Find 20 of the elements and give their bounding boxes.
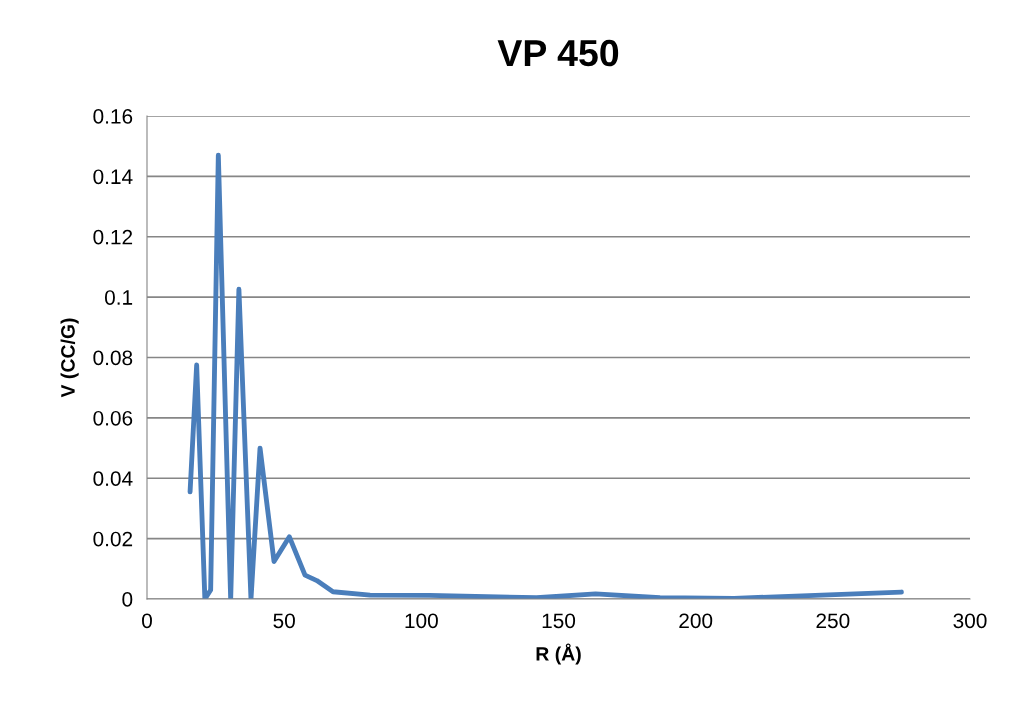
y-tick-label: 0.04 xyxy=(93,471,133,486)
x-tick-label: 50 xyxy=(273,613,295,629)
x-tick-label: 250 xyxy=(816,613,850,629)
chart-title: VP 450 xyxy=(497,39,619,67)
x-tick-label: 0 xyxy=(142,613,152,629)
y-tick-label: 0.02 xyxy=(93,531,133,547)
y-tick-label: 0.06 xyxy=(93,410,133,426)
line-series xyxy=(187,152,904,599)
y-tick-label: 0.16 xyxy=(93,109,133,124)
x-tick-label: 300 xyxy=(953,613,987,629)
x-tick-label: 150 xyxy=(542,613,576,629)
x-tick-label: 100 xyxy=(405,613,438,629)
y-tick-label: 0.1 xyxy=(104,290,133,305)
y-tick-label: 0.08 xyxy=(93,350,133,366)
x-axis-title: R (Å) xyxy=(536,643,581,665)
x-tick-label: 200 xyxy=(679,613,713,629)
y-tick-label: 0.14 xyxy=(93,169,133,185)
y-tick-label: 0.12 xyxy=(93,229,133,245)
y-axis-title: V (CC/G) xyxy=(60,318,79,398)
y-tick-label: 0 xyxy=(122,592,133,607)
